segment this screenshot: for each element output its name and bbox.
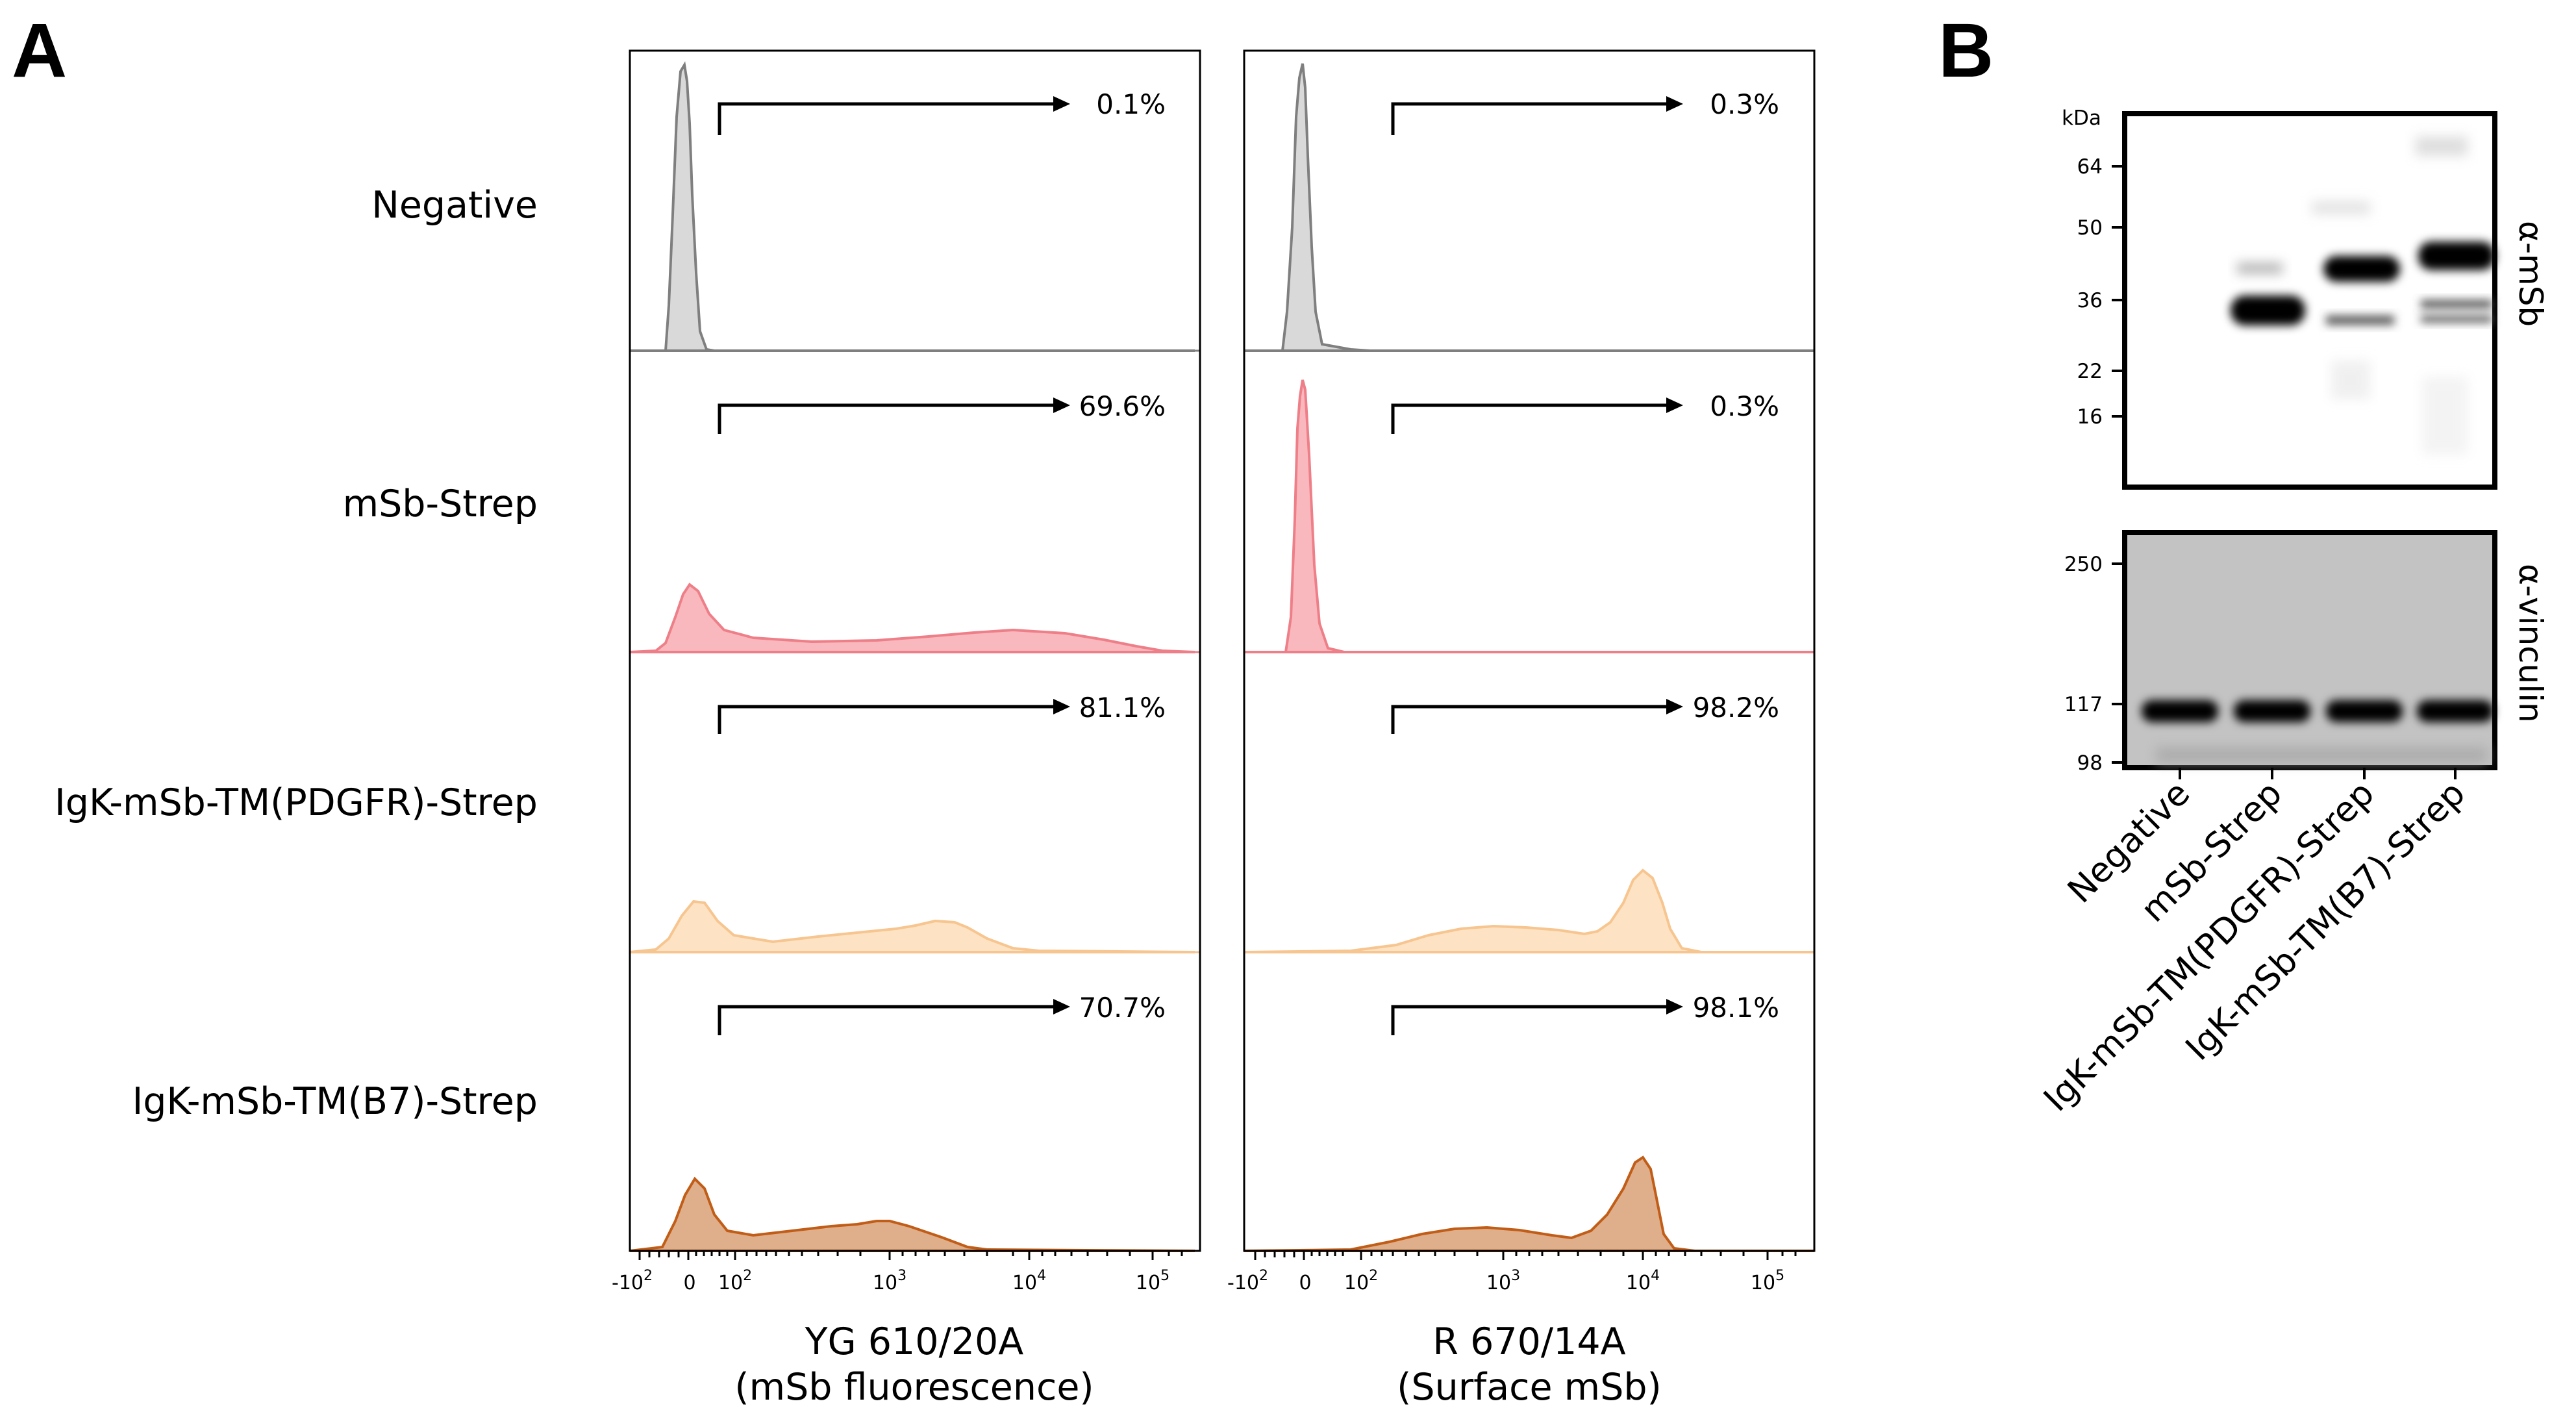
band-vinculin-lane4 (2417, 700, 2494, 722)
gate-pct-negative-left: 0.1% (1096, 88, 1166, 120)
kda-label: kDa (2062, 107, 2101, 130)
blot-top (2122, 111, 2497, 490)
row-label-b7: IgK-mSb-TM(B7)-Strep (132, 1080, 538, 1123)
mw-label: 36 (2077, 289, 2103, 312)
histogram-column-right (1243, 49, 1816, 1252)
tick-labels-right: -102 0 102 103 104 105 (1227, 1268, 1784, 1294)
gate-pct-msb-left: 69.6% (1079, 390, 1166, 422)
mw-label: 50 (2077, 216, 2103, 240)
band-vinculin-lane3 (2326, 700, 2403, 722)
tick-label: 102 (718, 1268, 752, 1294)
x-axis-label-right-line1: R 670/14A (1432, 1320, 1625, 1363)
tick-labels-left: -102 0 102 103 104 105 (612, 1268, 1169, 1294)
row-label-pdgfr: IgK-mSb-TM(PDGFR)-Strep (55, 781, 538, 824)
row-label-msb-strep: mSb-Strep (343, 483, 538, 525)
band-pdgfr (2323, 256, 2400, 282)
band-b7 (2418, 242, 2495, 270)
histogram-pdgfr-right (1244, 868, 1814, 953)
panel-letter-b: B (1938, 8, 1994, 94)
tick-label: -102 (612, 1268, 653, 1294)
axis-ticks (638, 1251, 1797, 1260)
panel-letter-a: A (12, 8, 67, 94)
band-vinculin-lane1 (2142, 700, 2218, 722)
tick-label: 104 (1012, 1268, 1046, 1294)
blot-bottom (2122, 530, 2497, 770)
row-label-negative: Negative (371, 184, 538, 227)
band-vinculin-lane2 (2234, 700, 2310, 722)
tick-label: 0 (1299, 1272, 1311, 1294)
gate-pct-b7-left: 70.7% (1079, 992, 1166, 1024)
tick-label: 105 (1751, 1268, 1784, 1294)
mw-label: 64 (2077, 155, 2103, 179)
histogram-b7-right (1244, 1155, 1814, 1252)
histogram-msb-strep-left (629, 583, 1195, 653)
mw-label: 117 (2064, 693, 2103, 716)
lane-ticks (2179, 768, 2457, 779)
flow-cytometry-panel: Negative mSb-Strep IgK-mSb-TM(PDGFR)-Str… (55, 49, 1816, 1409)
gate-pct-negative-right: 0.3% (1710, 88, 1779, 120)
tick-label: 103 (873, 1268, 907, 1294)
gate-pct-msb-right: 0.3% (1710, 390, 1779, 422)
gate-pct-b7-right: 98.1% (1693, 992, 1779, 1024)
antibody-label-top: α-mSb (2512, 221, 2549, 327)
tick-label: 0 (683, 1272, 695, 1294)
mw-markers-bottom: 250 117 98 (2064, 553, 2125, 775)
tick-label: 102 (1344, 1268, 1378, 1294)
mw-label: 98 (2077, 751, 2103, 775)
mw-markers-top: 64 50 36 22 16 (2077, 155, 2125, 429)
mw-label: 16 (2077, 405, 2103, 429)
x-axis-label-right-line2: (Surface mSb) (1397, 1366, 1662, 1409)
western-blot-panel: kDa 64 (2036, 107, 2549, 1119)
histogram-msb-strep-right (1244, 379, 1814, 653)
tick-label: 105 (1136, 1268, 1169, 1294)
mw-label: 250 (2064, 553, 2103, 576)
tick-label: -102 (1227, 1268, 1268, 1294)
gate-pct-pdgfr-left: 81.1% (1079, 692, 1166, 724)
x-axis-label-left-line2: (mSb fluorescence) (734, 1366, 1094, 1409)
gate-arrowheads (1053, 96, 1683, 1014)
histogram-pdgfr-left (629, 900, 1195, 953)
histogram-column-left (629, 49, 1201, 1252)
histogram-b7-left (629, 1176, 1195, 1252)
tick-label: 104 (1626, 1268, 1660, 1294)
band-msb-strep (2231, 296, 2305, 325)
gate-pct-pdgfr-right: 98.2% (1693, 692, 1779, 724)
x-axis-label-left-line1: YG 610/20A (805, 1320, 1024, 1363)
mw-label: 22 (2077, 360, 2103, 383)
gates (718, 102, 1668, 1035)
tick-label: 103 (1486, 1268, 1520, 1294)
antibody-label-bottom: α-vinculin (2512, 564, 2549, 723)
